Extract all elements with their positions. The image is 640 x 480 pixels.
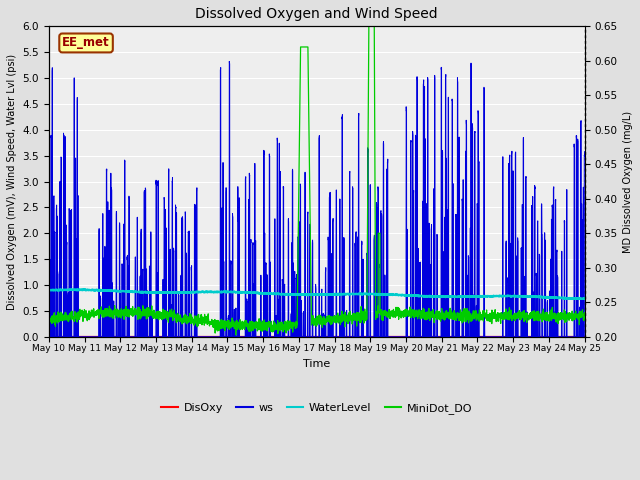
Text: EE_met: EE_met	[62, 36, 110, 49]
Legend: DisOxy, ws, WaterLevel, MiniDot_DO: DisOxy, ws, WaterLevel, MiniDot_DO	[157, 398, 477, 418]
Y-axis label: Dissolved Oxygen (mV), Wind Speed, Water Lvl (psi): Dissolved Oxygen (mV), Wind Speed, Water…	[7, 53, 17, 310]
Y-axis label: MD Dissolved Oxygen (mg/L): MD Dissolved Oxygen (mg/L)	[623, 110, 633, 252]
X-axis label: Time: Time	[303, 359, 330, 369]
Title: Dissolved Oxygen and Wind Speed: Dissolved Oxygen and Wind Speed	[195, 7, 438, 21]
